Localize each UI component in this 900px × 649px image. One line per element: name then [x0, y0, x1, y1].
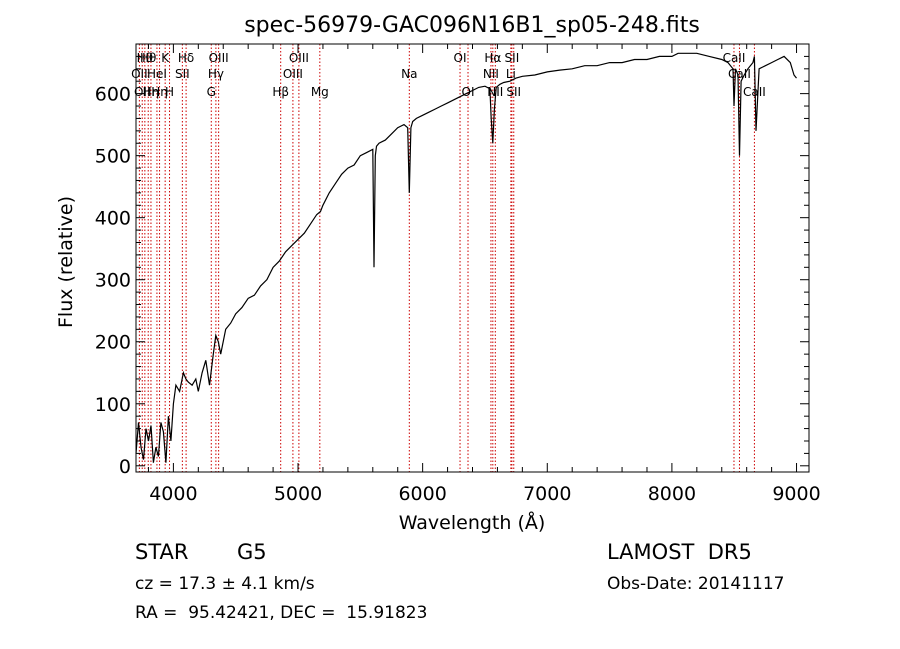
line-label-17: Mg — [311, 85, 329, 99]
line-label-14: Hβ — [272, 85, 289, 99]
y-tick-label-6: 600 — [95, 84, 131, 106]
y-tick-label-4: 400 — [95, 208, 131, 230]
line-label-20: OI — [462, 85, 475, 99]
line-label-13: OIII — [209, 51, 229, 65]
line-label-8: H — [165, 85, 174, 99]
line-label-16: OIII — [289, 51, 309, 65]
x-tick-label-4: 8000 — [648, 483, 696, 505]
line-label-21: NII — [483, 67, 499, 81]
line-label-2: Hθ — [137, 51, 153, 65]
line-label-10: Hδ — [178, 51, 194, 65]
x-tick-label-1: 5000 — [274, 483, 322, 505]
spectral-line-markers — [138, 44, 755, 472]
line-label-7: K — [161, 51, 170, 65]
coordinates-label: RA = 95.42421, DEC = 15.91823 — [135, 603, 428, 623]
line-label-18: Na — [401, 67, 417, 81]
line-label-1: OII — [134, 85, 151, 99]
x-tick-label-0: 4000 — [149, 483, 197, 505]
line-label-3: Hθ — [140, 51, 156, 65]
line-label-15: OIII — [283, 67, 303, 81]
redshift-label: cz = 17.3 ± 4.1 km/s — [135, 574, 315, 594]
x-tick-label-2: 6000 — [398, 483, 446, 505]
line-label-25: SII — [505, 51, 520, 65]
line-label-22: Hα — [484, 51, 501, 65]
line-label-27: CaII — [723, 51, 746, 65]
line-label-12: Hγ — [208, 67, 224, 81]
y-tick-label-1: 100 — [95, 394, 131, 416]
spectral-line-labels: OIIOIIHθHθHηHeIHηKHSIIHδGHγOIIIHβOIIIOII… — [131, 51, 766, 99]
line-label-11: G — [207, 85, 216, 99]
y-tick-label-5: 500 — [95, 146, 131, 168]
survey-label: LAMOST DR5 — [607, 540, 752, 564]
spectrum-series-line — [135, 52, 797, 463]
y-tick-label-0: 0 — [119, 456, 131, 478]
y-axis-ticks: 0 100 200 300 400 500 600 — [95, 55, 809, 478]
object-subclass: G5 — [237, 540, 267, 564]
line-label-0: OII — [131, 67, 148, 81]
x-tick-label-3: 7000 — [523, 483, 571, 505]
x-tick-label-5: 9000 — [772, 483, 820, 505]
y-axis-label: Flux (relative) — [55, 196, 77, 328]
line-label-29: CaII — [743, 85, 766, 99]
obs-date-label: Obs-Date: 20141117 — [607, 574, 785, 594]
plot-frame — [135, 43, 810, 473]
line-label-19: OI — [454, 51, 467, 65]
object-class: STAR — [135, 540, 189, 564]
line-label-4: Hη — [143, 85, 160, 99]
chart-title: spec-56979-GAC096N16B1_sp05-248.fits — [244, 13, 700, 38]
y-tick-label-3: 300 — [95, 270, 131, 292]
y-tick-label-2: 200 — [95, 332, 131, 354]
line-label-6: Hη — [151, 85, 168, 99]
line-label-5: HeI — [147, 67, 167, 81]
x-axis-ticks: 4000 5000 6000 7000 8000 9000 — [147, 44, 821, 505]
line-label-26: SII — [506, 85, 521, 99]
line-label-9: SII — [175, 67, 190, 81]
x-axis-label: Wavelength (Å) — [399, 511, 546, 534]
line-label-24: Li — [506, 67, 516, 81]
